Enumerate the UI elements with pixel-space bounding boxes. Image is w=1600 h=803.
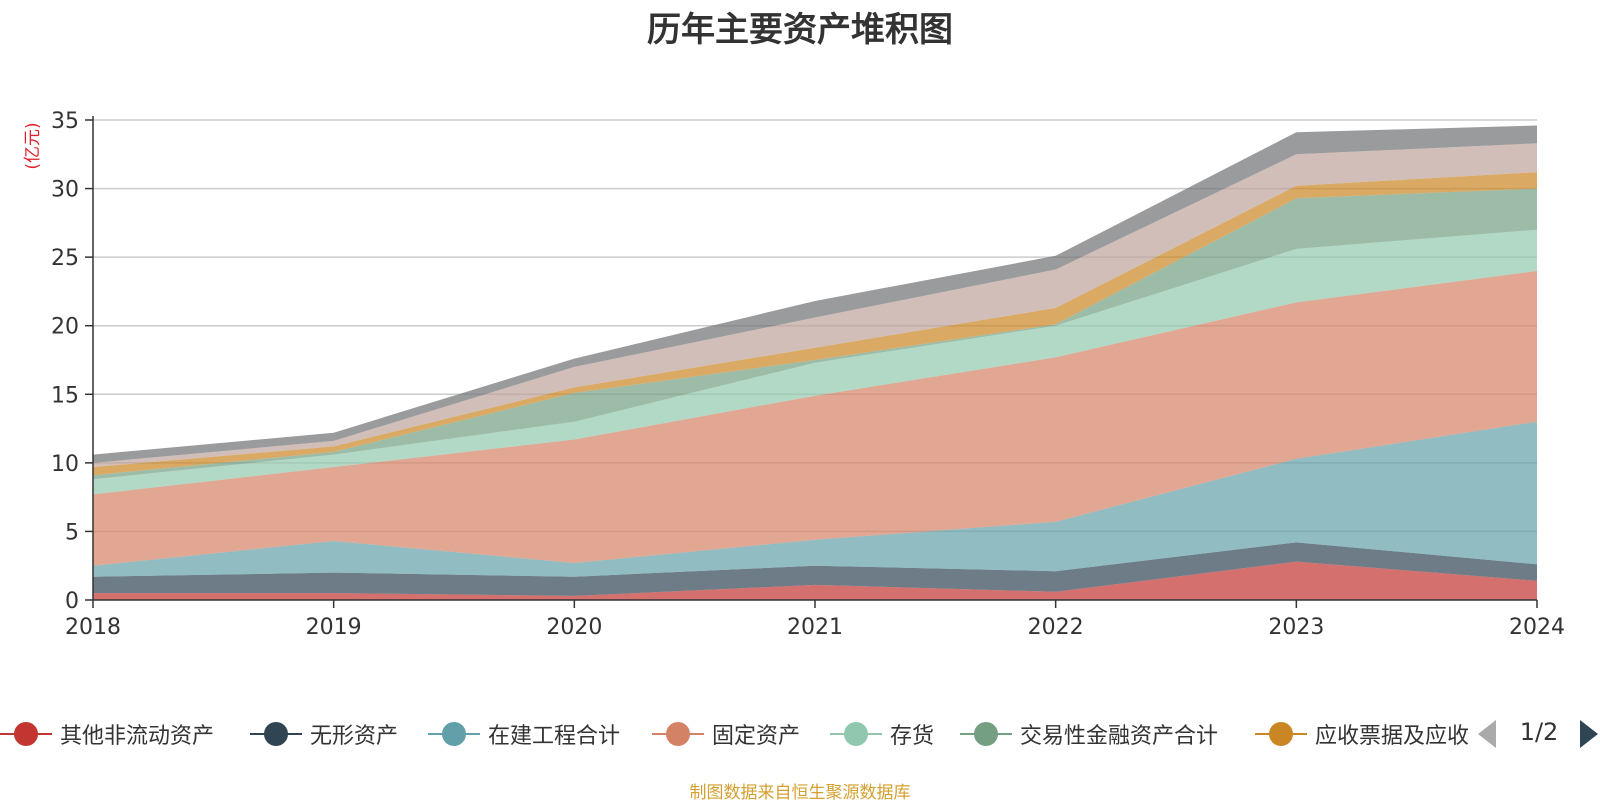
area-series-6[interactable] xyxy=(93,172,1537,476)
area-series-8[interactable] xyxy=(93,125,1537,463)
legend: 其他非流动资产 无形资产 在建工程合计 固定资产 存货 交易性金融资产合计 应收票据及应收 xyxy=(0,716,1600,752)
y-tick-label: 20 xyxy=(51,315,79,340)
y-tick-label: 0 xyxy=(65,589,79,614)
x-tick-label: 2018 xyxy=(65,615,121,640)
legend-marker-icon xyxy=(1255,716,1307,752)
legend-label: 在建工程合计 xyxy=(488,724,621,749)
x-tick-label: 2021 xyxy=(787,615,843,640)
axes: 0 5 10 15 20 25 30 35 2018 2019 2020 2021 2022 2023 20… xyxy=(51,109,1565,640)
legend-item[interactable]: 无形资产 xyxy=(250,716,398,752)
legend-marker-icon xyxy=(0,716,52,752)
legend-label: 其他非流动资产 xyxy=(60,724,215,749)
legend-dot-icon xyxy=(14,722,38,746)
area-series-3[interactable] xyxy=(93,270,1537,566)
x-tick-label: 2019 xyxy=(306,615,362,640)
legend-marker-icon xyxy=(960,716,1012,752)
legend-marker-icon xyxy=(428,716,480,752)
y-axis-label: (亿元) xyxy=(23,122,43,169)
legend-label: 固定资产 xyxy=(712,724,801,749)
area-chart: 0 5 10 15 20 25 30 35 2018 2019 2020 2021 2022 2023 20… xyxy=(23,109,1565,640)
legend-dot-icon xyxy=(1269,722,1293,746)
stacked-areas xyxy=(93,125,1537,600)
area-series-5[interactable] xyxy=(93,188,1537,480)
area-series-1[interactable] xyxy=(93,542,1537,596)
legend-item[interactable]: 固定资产 xyxy=(652,716,800,752)
area-series-0[interactable] xyxy=(93,561,1537,600)
y-tick-label: 10 xyxy=(51,452,79,477)
area-series-2[interactable] xyxy=(93,421,1537,577)
y-tick-label: 5 xyxy=(65,520,79,545)
legend-item[interactable]: 交易性金融资产合计 xyxy=(960,716,1218,752)
legend-label: 交易性金融资产合计 xyxy=(1020,724,1219,749)
x-tick-label: 2020 xyxy=(546,615,602,640)
x-tick-label: 2022 xyxy=(1028,615,1084,640)
legend-marker-icon xyxy=(652,716,704,752)
legend-marker-icon xyxy=(830,716,882,752)
source-footer: 制图数据来自恒生聚源数据库 xyxy=(689,783,911,803)
area-series-7[interactable] xyxy=(93,143,1537,468)
legend-item[interactable]: 应收票据及应收 xyxy=(1255,716,1469,752)
chart-title: 历年主要资产堆积图 xyxy=(647,10,953,50)
legend-dot-icon xyxy=(844,722,868,746)
x-tick-label: 2023 xyxy=(1268,615,1324,640)
legend-prev-arrow-icon[interactable] xyxy=(1478,720,1496,748)
y-tick-label: 30 xyxy=(51,178,79,203)
y-tick-label: 25 xyxy=(51,246,79,271)
legend-item[interactable]: 存货 xyxy=(830,716,934,752)
x-tick-label: 2024 xyxy=(1509,615,1565,640)
legend-label: 应收票据及应收 xyxy=(1315,724,1470,749)
legend-dot-icon xyxy=(442,722,466,746)
legend-marker-icon xyxy=(250,716,302,752)
legend-item[interactable]: 在建工程合计 xyxy=(428,716,620,752)
legend-pager: 1/2 xyxy=(1470,716,1600,752)
area-series-4[interactable] xyxy=(93,229,1537,495)
legend-page-indicator: 1/2 xyxy=(1519,718,1559,746)
legend-dot-icon xyxy=(264,722,288,746)
legend-dot-icon xyxy=(974,722,998,746)
legend-item[interactable]: 其他非流动资产 xyxy=(0,716,214,752)
legend-label: 无形资产 xyxy=(310,724,399,749)
legend-label: 存货 xyxy=(890,724,935,749)
legend-next-arrow-icon[interactable] xyxy=(1580,720,1598,748)
y-tick-label: 15 xyxy=(51,383,79,408)
legend-dot-icon xyxy=(666,722,690,746)
y-tick-label: 35 xyxy=(51,109,79,134)
